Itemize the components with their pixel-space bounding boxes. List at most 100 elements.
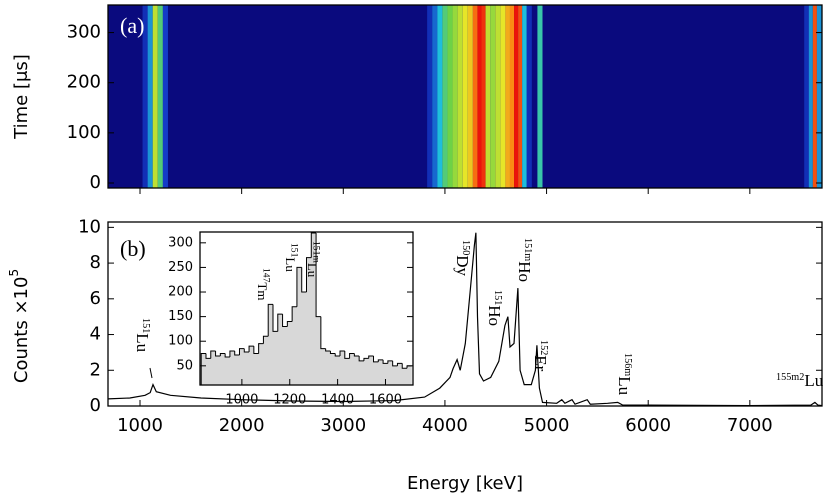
heatmap-cell xyxy=(537,5,543,188)
histogram-step xyxy=(349,353,355,359)
y-axis-label: Counts ×105 xyxy=(7,269,33,383)
y-tick-label: 300 xyxy=(168,235,193,250)
heatmap-cell xyxy=(485,5,491,188)
histogram-step xyxy=(363,357,369,361)
x-tick-label: 6000 xyxy=(625,415,671,436)
histogram-step xyxy=(262,335,269,344)
heatmap-cell xyxy=(442,5,448,188)
peak-mass: 150 xyxy=(460,240,471,255)
peak-mass: 151 xyxy=(140,318,151,333)
peak-label: 151Ho xyxy=(485,290,504,326)
heatmap-cell xyxy=(808,5,813,188)
peak-label: 151mHo xyxy=(515,238,534,282)
peak-symbol: Tm xyxy=(255,282,270,300)
histogram-step xyxy=(277,313,283,332)
histogram-step xyxy=(353,353,360,357)
x-tick-label: 1000 xyxy=(117,415,163,436)
y-tick-label: 8 xyxy=(90,252,101,273)
peak-label: 147Tm xyxy=(255,268,272,300)
histogram-step xyxy=(310,232,317,258)
y-tick-label: 6 xyxy=(90,288,101,309)
histogram-step xyxy=(224,353,230,358)
leader-line xyxy=(149,367,153,379)
peak-symbol: Er xyxy=(531,355,550,371)
heatmap-cell xyxy=(495,5,501,188)
peak-label: 151Lu xyxy=(283,243,300,272)
inset: 50 100 150 200 250 300 1000 1200 1400 1600 147Tm 15… xyxy=(168,231,414,408)
heatmap-cell xyxy=(816,5,822,188)
x-tick-label: 3000 xyxy=(320,415,366,436)
peak-mass: 151 xyxy=(492,290,503,305)
heatmap-cell xyxy=(157,5,163,188)
peak-symbol: Lu xyxy=(283,257,298,272)
peak-mass: 151m xyxy=(522,238,533,261)
y-tick-label: 0 xyxy=(90,395,101,416)
x-tick-label: 1400 xyxy=(321,393,354,408)
histogram-step xyxy=(344,351,350,359)
histogram-step xyxy=(215,351,221,357)
histogram-step xyxy=(282,314,288,327)
heatmap-cell xyxy=(162,5,168,188)
y-tick-label: 2 xyxy=(90,359,101,380)
heatmap-cell xyxy=(505,5,510,188)
histogram-step xyxy=(382,359,388,364)
peak-label: 151Lu xyxy=(133,318,152,353)
x-tick-label: 1600 xyxy=(369,393,402,408)
peak-mass: 151 xyxy=(289,243,300,258)
heatmap-cell xyxy=(490,5,496,188)
histogram-step xyxy=(286,321,293,327)
x-tick-label: 4000 xyxy=(422,415,468,436)
heatmap-cell xyxy=(427,5,433,188)
heatmap-cell xyxy=(500,5,506,188)
heatmap-cell xyxy=(514,5,519,188)
y-tick-label: 300 xyxy=(67,22,101,43)
spectrum-line xyxy=(107,232,823,407)
heatmap-cell xyxy=(467,5,473,188)
peak-mass: 147 xyxy=(261,268,272,283)
heatmap-cell xyxy=(509,5,515,188)
x-axis-label: Energy [keV] xyxy=(407,473,523,494)
heatmap-cell xyxy=(472,5,478,188)
heatmap-cell xyxy=(457,5,463,188)
histogram-step xyxy=(267,303,273,337)
plot-frame xyxy=(107,221,823,407)
y-tick-label: 200 xyxy=(67,72,101,93)
heatmap-cell xyxy=(522,5,527,188)
histogram-step xyxy=(238,348,245,355)
histogram-step xyxy=(301,267,307,293)
histogram-step xyxy=(229,350,235,357)
heatmap-cell xyxy=(804,5,809,188)
histogram-step xyxy=(339,350,345,356)
histogram-step xyxy=(258,343,264,354)
histogram-step xyxy=(205,353,211,359)
peak-mass: 156m xyxy=(622,353,633,376)
histogram-step xyxy=(219,353,226,356)
heatmap-cell xyxy=(477,5,482,188)
plot-frame xyxy=(199,231,414,386)
y-tick-label: 200 xyxy=(168,285,193,300)
peak-symbol: Lu xyxy=(305,263,320,278)
histogram-step xyxy=(396,362,403,366)
peak-mass: 155m2 xyxy=(776,372,804,383)
heatmap-cell xyxy=(518,5,523,188)
histogram-step xyxy=(210,350,216,359)
y-tick-label: 4 xyxy=(90,324,101,345)
heatmap-cell xyxy=(147,5,153,188)
histogram-step xyxy=(358,355,364,362)
peak-symbol: Ho xyxy=(515,261,534,282)
histogram-step xyxy=(368,355,374,359)
peak-label: 155m2Lu xyxy=(776,371,824,390)
histogram-step xyxy=(248,345,254,353)
peak-label: 151mLu xyxy=(305,241,322,278)
heatmap-cell xyxy=(437,5,443,188)
histogram-step xyxy=(387,360,393,364)
peak-symbol: Ho xyxy=(485,305,504,326)
y-axis-label: Time [μs] xyxy=(11,54,32,140)
histogram-step xyxy=(291,306,297,322)
y-tick-label: 100 xyxy=(168,334,193,349)
heatmap-cell xyxy=(432,5,438,188)
histogram-step xyxy=(234,351,240,356)
y-axis-label-exponent: 5 xyxy=(7,269,21,277)
panel-label: (a) xyxy=(120,13,144,38)
